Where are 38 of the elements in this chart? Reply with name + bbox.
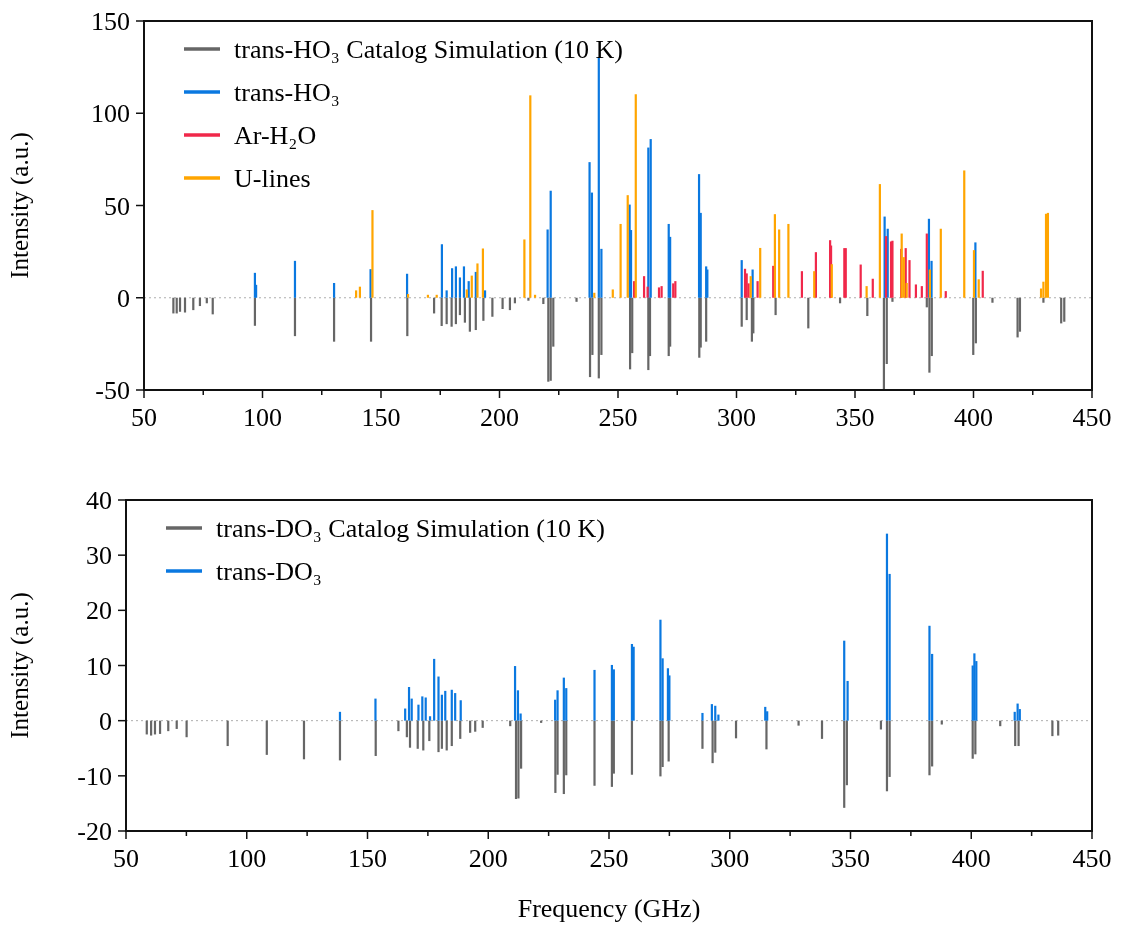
legend-label: trans-DO₃: [216, 557, 322, 586]
x-tick-label: 350: [831, 844, 870, 873]
x-tick-label: 250: [589, 844, 629, 873]
x-tick-label: 250: [598, 403, 638, 432]
legend-label: U-lines: [234, 164, 311, 193]
x-tick-label: 150: [348, 844, 387, 873]
y-tick-label: 150: [91, 7, 130, 36]
legend-label: trans-DO₃ Catalog Simulation (10 K): [216, 514, 605, 543]
y-tick-label: 100: [91, 99, 130, 129]
x-tick-label: 200: [468, 844, 508, 873]
y-tick-label: 0: [117, 283, 130, 313]
y-tick-label: -20: [77, 817, 112, 846]
y-tick-label: 40: [86, 486, 112, 515]
y-tick-label: 0: [99, 706, 112, 736]
x-tick-label: 350: [835, 403, 875, 432]
y-tick-label: 50: [104, 191, 130, 221]
x-tick-label: 200: [480, 403, 519, 432]
x-tick-label: 450: [1072, 403, 1112, 432]
legend-label: Ar-H₂O: [234, 121, 317, 150]
legend-label: trans-HO₃ Catalog Simulation (10 K): [234, 35, 623, 64]
x-tick-label: 150: [361, 403, 401, 432]
y-tick-label: -50: [95, 376, 130, 405]
x-tick-label: 50: [131, 403, 157, 432]
y-axis-title: Intensity (a.u.): [6, 132, 34, 279]
x-tick-label: 100: [227, 844, 267, 873]
y-tick-label: 30: [86, 541, 112, 571]
x-axis-title: Frequency (GHz): [517, 894, 701, 923]
x-tick-label: 400: [954, 403, 993, 432]
x-tick-label: 400: [951, 844, 991, 873]
y-tick-label: 20: [86, 596, 112, 626]
y-tick-label: 10: [86, 651, 112, 681]
x-tick-label: 100: [243, 403, 282, 432]
x-tick-label: 300: [710, 844, 750, 873]
y-axis-title: Intensity (a.u.): [6, 592, 34, 739]
x-tick-label: 450: [1072, 844, 1112, 873]
legend-label: trans-HO₃: [234, 78, 340, 107]
y-tick-label: -10: [77, 761, 112, 791]
x-tick-label: 300: [717, 403, 756, 432]
